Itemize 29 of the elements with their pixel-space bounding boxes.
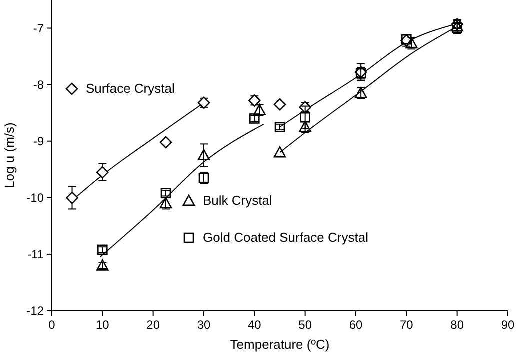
y-tick-label: -12 xyxy=(26,304,44,318)
point xyxy=(96,260,109,271)
x-tick-label: 20 xyxy=(146,318,160,332)
point xyxy=(274,98,286,111)
y-tick-label: -11 xyxy=(28,247,44,262)
y-axis-title: Log u (m/s) xyxy=(2,122,17,188)
x-axis-title: Temperature (ºC) xyxy=(230,337,330,352)
y-tick-label: -7 xyxy=(33,21,44,36)
x-tick-label: 50 xyxy=(298,318,312,332)
y-tick-label: -10 xyxy=(26,190,44,205)
x-tick-label: 0 xyxy=(48,318,56,332)
point xyxy=(160,136,172,149)
x-tick-label: 70 xyxy=(400,318,414,332)
point xyxy=(96,166,109,179)
point xyxy=(198,149,210,161)
y-tick-label: -8 xyxy=(33,78,44,92)
legend-label: Gold Coated Surface Crystal xyxy=(203,230,369,245)
legend-label: Bulk Crystal xyxy=(203,193,272,208)
x-tick-label: 30 xyxy=(197,318,211,332)
point xyxy=(66,192,78,204)
y-tick-label: -9 xyxy=(33,134,44,148)
point xyxy=(300,112,310,123)
x-tick-label: 90 xyxy=(501,318,515,332)
x-tick-label: 10 xyxy=(96,318,110,332)
point xyxy=(274,146,286,158)
legend-label: Surface Crystal xyxy=(86,81,175,96)
x-tick-label: 80 xyxy=(450,318,464,332)
x-tick-label: 40 xyxy=(248,318,262,332)
x-tick-label: 60 xyxy=(349,318,363,332)
